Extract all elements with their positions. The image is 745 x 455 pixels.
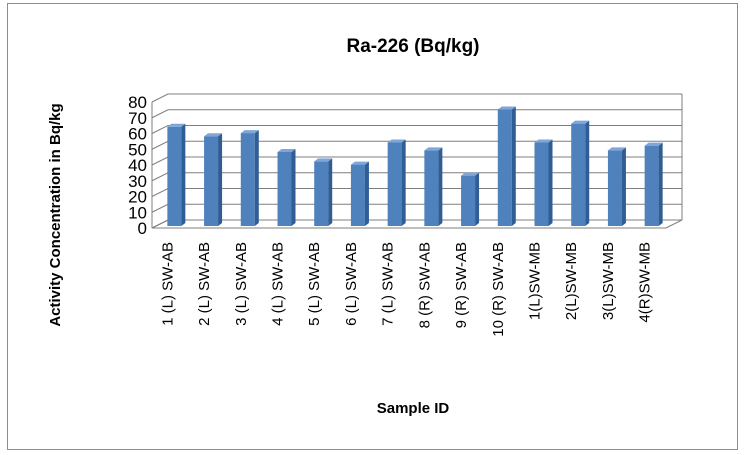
bar — [204, 133, 223, 226]
x-tick-label: 2(L)SW-MB — [563, 242, 580, 320]
bar-top — [461, 172, 480, 176]
gridline — [151, 156, 682, 166]
chart-title: Ra-226 (Bq/kg) — [346, 36, 479, 57]
bar-side — [218, 133, 223, 226]
y-tick-label: 0 — [138, 219, 147, 238]
gridline — [151, 203, 682, 213]
bar — [350, 161, 369, 226]
bar-top — [167, 123, 186, 127]
bar-side — [328, 158, 333, 226]
bar-side — [364, 161, 369, 226]
chart-walls — [151, 93, 683, 229]
x-tick-label: 1(L)SW-MB — [527, 242, 544, 320]
bar-top — [240, 130, 259, 134]
x-tick-label: 2 (L) SW-AB — [196, 242, 213, 326]
bar-top — [497, 106, 516, 110]
bar — [277, 148, 296, 226]
x-tick-label: 3 (L) SW-AB — [233, 242, 250, 326]
y-tick-label: 10 — [128, 203, 147, 222]
bar — [461, 172, 480, 226]
floor — [151, 219, 683, 229]
y-tick-label: 40 — [128, 156, 147, 175]
bar — [644, 142, 663, 226]
y-axis-title: Activity Concentration in Bq/kg — [47, 103, 64, 326]
x-tick-label: 6 (L) SW-AB — [343, 242, 360, 326]
y-tick-label: 20 — [128, 188, 147, 207]
bar-top — [204, 133, 223, 137]
gridline — [151, 109, 682, 119]
bar — [240, 130, 259, 226]
bar-side — [254, 130, 259, 226]
y-tick-label: 80 — [128, 93, 147, 112]
bar-front — [534, 142, 549, 226]
bar-top — [607, 147, 626, 151]
gridline — [151, 188, 682, 197]
bar-top — [314, 158, 333, 162]
bar-front — [497, 109, 512, 226]
bar — [424, 147, 443, 226]
bar-top — [350, 161, 369, 165]
y-tick-label: 50 — [128, 140, 147, 159]
bar-side — [511, 106, 516, 226]
x-axis-title: Sample ID — [377, 400, 450, 417]
x-tick-label: 5 (L) SW-AB — [306, 242, 323, 326]
bar — [497, 106, 516, 226]
bar-side — [621, 147, 626, 226]
bar-side — [438, 147, 443, 226]
bar-front — [424, 150, 439, 226]
x-axis-ticks: 1 (L) SW-AB 2 (L) SW-AB 3 (L) SW-AB 4 (L) S… — [159, 242, 653, 337]
bar-front — [461, 175, 476, 226]
bar-front — [350, 164, 365, 226]
bar-top — [277, 148, 296, 152]
bar-front — [314, 161, 329, 226]
bar-side — [401, 139, 406, 226]
x-tick-label: 8 (R) SW-AB — [416, 242, 433, 328]
y-tick-label: 70 — [128, 109, 147, 128]
bar-front — [644, 145, 659, 226]
x-tick-label: 4(R)SW-MB — [637, 242, 654, 323]
bars — [167, 106, 663, 226]
bar-side — [585, 120, 590, 226]
bar — [607, 147, 626, 226]
gridline — [151, 140, 682, 150]
bar — [314, 158, 333, 226]
bar — [167, 123, 186, 226]
bar — [571, 120, 590, 226]
bar-front — [167, 126, 182, 226]
bar-side — [658, 142, 663, 226]
bar-top — [387, 139, 406, 143]
y-tick-label: 30 — [128, 172, 147, 191]
bar — [534, 139, 553, 226]
gridline — [151, 125, 682, 134]
gridline — [151, 93, 682, 103]
x-tick-label: 10 (R) SW-AB — [490, 242, 507, 337]
bar-top — [571, 120, 590, 124]
bar-top — [644, 142, 663, 146]
bar-side — [181, 123, 186, 226]
bar — [387, 139, 406, 226]
bar-front — [204, 136, 219, 226]
x-tick-label: 3(L)SW-MB — [600, 242, 617, 320]
bar-top — [424, 147, 443, 151]
bar-side — [548, 139, 553, 226]
bar-front — [387, 142, 402, 226]
y-tick-label: 60 — [128, 125, 147, 144]
x-tick-label: 4 (L) SW-AB — [270, 242, 287, 326]
x-tick-label: 9 (R) SW-AB — [453, 242, 470, 328]
x-tick-label: 1 (L) SW-AB — [159, 242, 176, 326]
bar-side — [291, 148, 296, 226]
bar-front — [607, 150, 622, 226]
gridline — [151, 172, 682, 182]
bar-top — [534, 139, 553, 143]
bar-front — [277, 151, 292, 226]
bar-side — [475, 172, 480, 226]
bar-front — [571, 123, 586, 226]
bar-front — [240, 133, 255, 226]
x-tick-label: 7 (L) SW-AB — [380, 242, 397, 326]
